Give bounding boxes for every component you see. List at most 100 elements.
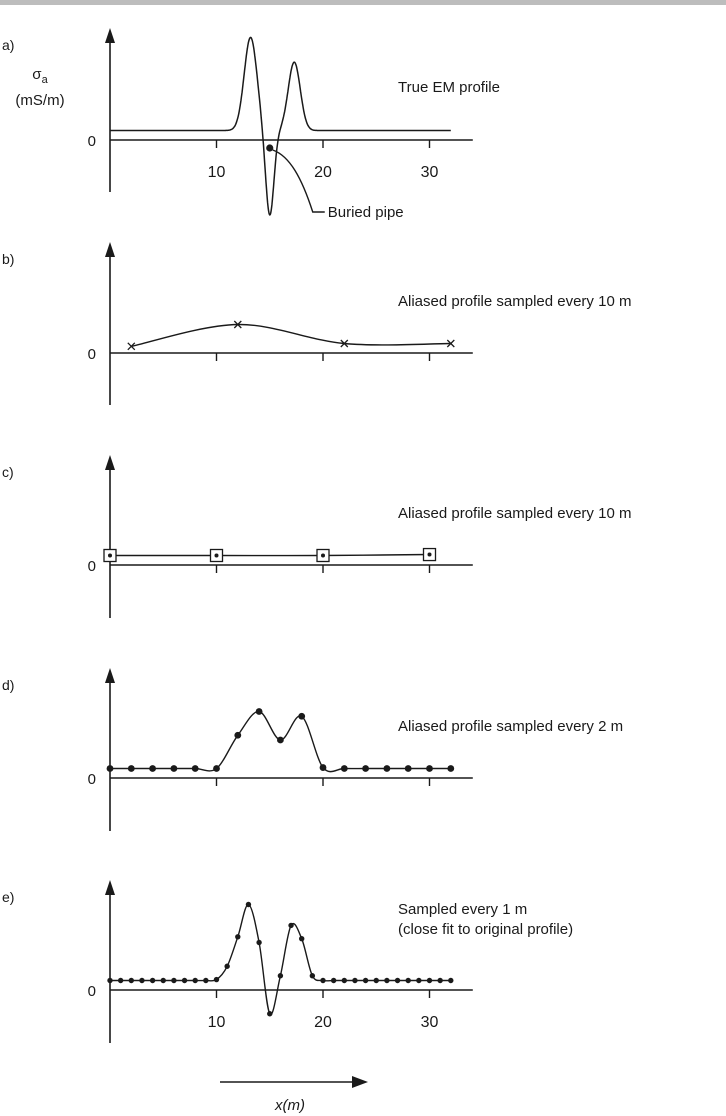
- y-axis-arrowhead: [105, 28, 115, 43]
- panel-a: a) 0 10 20 30 True EM profile σa (mS/m) Buried p…: [2, 28, 500, 221]
- sample-marker-dot: [277, 736, 284, 744]
- top-border: [0, 0, 726, 5]
- y-axis-arrowhead: [105, 880, 115, 895]
- sample-marker-dot: [139, 977, 145, 984]
- sample-marker-dot: [245, 901, 252, 908]
- sample-marker-square: [209, 548, 224, 563]
- panel-b: b) 0 Aliased profile sampled every 10 m: [2, 242, 631, 405]
- sample-marker-dot: [416, 977, 422, 984]
- sample-marker-dot: [340, 765, 348, 772]
- y-zero-label: 0: [88, 983, 96, 1000]
- profile-annotation: Aliased profile sampled every 10 m: [398, 505, 631, 522]
- sample-marker-dot: [234, 731, 242, 739]
- sample-marker-dot: [373, 977, 379, 984]
- sample-marker-square: [103, 548, 117, 563]
- sample-marker-dot: [448, 977, 454, 984]
- panel-c: c) 0 Aliased profile sampled every 10 m: [2, 455, 631, 618]
- sample-marker-dot: [404, 765, 412, 772]
- sample-marker-dot: [255, 708, 263, 715]
- sample-marker-dot: [383, 765, 391, 772]
- true-profile-line: [110, 36, 451, 216]
- sample-marker-dot: [213, 765, 220, 772]
- sample-marker-x: [446, 339, 455, 348]
- y-zero-label: 0: [88, 133, 96, 150]
- sampled-profile-line: [110, 553, 430, 557]
- panel-label: c): [2, 464, 14, 480]
- sample-marker-dot: [171, 977, 177, 984]
- sample-marker-dot: [107, 977, 113, 984]
- sample-marker-dot: [341, 977, 347, 984]
- sample-marker-dot: [394, 977, 401, 984]
- sample-marker-dot: [437, 977, 443, 984]
- panel-d: d) 0 Aliased profile sampled every 2 m: [2, 668, 623, 831]
- panel-label: e): [2, 889, 14, 905]
- x-tick-label: 30: [421, 1014, 439, 1031]
- sampled-profile-line: [131, 323, 451, 348]
- profile-annotation: Aliased profile sampled every 2 m: [398, 718, 623, 735]
- sample-marker-dot: [224, 963, 230, 969]
- sample-marker-x: [340, 339, 349, 348]
- sample-marker-x: [233, 320, 242, 329]
- sample-marker-dot: [352, 977, 358, 984]
- y-axis-label: σa: [32, 66, 48, 86]
- sample-marker-dot: [117, 977, 124, 984]
- sample-marker-dot: [320, 977, 326, 984]
- y-zero-label: 0: [88, 346, 96, 363]
- sample-marker-dot: [106, 765, 114, 772]
- x-tick-label: 10: [208, 164, 226, 181]
- profile-annotation-line2: (close fit to original profile): [398, 921, 573, 938]
- buried-pipe-label: Buried pipe: [328, 204, 404, 221]
- sample-marker-dot: [447, 765, 455, 772]
- profile-annotation: Aliased profile sampled every 10 m: [398, 293, 631, 310]
- sample-marker-dot: [128, 977, 134, 984]
- sample-marker-dot: [256, 939, 262, 946]
- y-axis-arrowhead: [105, 242, 115, 257]
- y-axis-units: (mS/m): [15, 92, 64, 109]
- buried-pipe-marker: [266, 144, 274, 152]
- sample-marker-dot: [235, 934, 241, 940]
- sample-marker-dot: [181, 977, 188, 984]
- x-direction-arrowhead: [352, 1076, 368, 1088]
- sample-marker-dot: [191, 765, 199, 772]
- sample-marker-dot: [362, 977, 369, 984]
- panel-label: a): [2, 37, 14, 53]
- sample-marker-dot: [267, 1011, 273, 1017]
- x-tick-label: 30: [421, 164, 439, 181]
- sample-marker-dot: [309, 973, 316, 979]
- sample-marker-dot: [299, 936, 305, 942]
- sample-marker-x: [127, 342, 136, 351]
- x-tick-label: 10: [208, 1014, 226, 1031]
- sample-marker-dot: [170, 765, 178, 772]
- y-axis-arrowhead: [105, 668, 115, 683]
- sample-marker-dot: [149, 977, 156, 984]
- sample-marker-dot: [192, 977, 198, 984]
- sample-marker-dot: [384, 977, 390, 984]
- y-zero-label: 0: [88, 771, 96, 788]
- sample-marker-dot: [330, 977, 337, 984]
- sample-marker-dot: [127, 765, 135, 772]
- profile-annotation: True EM profile: [398, 79, 500, 96]
- sample-marker-dot: [298, 712, 306, 720]
- x-axis-caption: x(m): [274, 1097, 305, 1114]
- sample-marker-dot: [203, 977, 209, 984]
- x-tick-label: 20: [314, 1014, 332, 1031]
- y-zero-label: 0: [88, 558, 96, 575]
- buried-pipe-leader: [272, 149, 325, 213]
- sample-marker-dot: [426, 765, 433, 772]
- sample-marker-dot: [426, 977, 433, 984]
- sample-marker-dot: [160, 977, 166, 984]
- profile-annotation: Sampled every 1 m: [398, 901, 527, 918]
- panel-label: d): [2, 677, 14, 693]
- sample-marker-dot: [319, 764, 327, 771]
- sample-marker-dot: [277, 973, 284, 979]
- sample-marker-square: [316, 548, 330, 563]
- sample-marker-dot: [213, 976, 220, 983]
- x-tick-label: 20: [314, 164, 332, 181]
- sample-marker-dot: [149, 765, 157, 772]
- sample-marker-square: [422, 547, 437, 562]
- panel-e: e) 0 10 20 30 Sampled every 1 m (close fit to …: [2, 880, 573, 1043]
- y-axis-arrowhead: [105, 455, 115, 470]
- sample-marker-dot: [362, 765, 369, 772]
